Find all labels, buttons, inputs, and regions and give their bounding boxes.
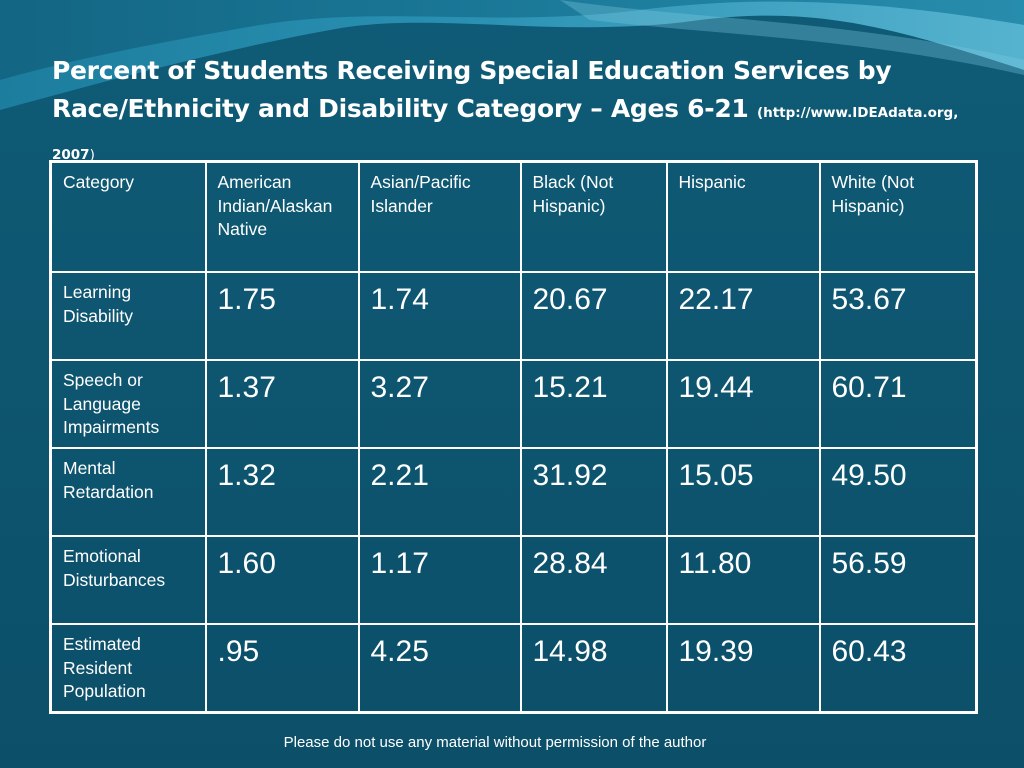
value-cell: 20.67 <box>519 271 668 361</box>
value-cell: 1.75 <box>204 271 360 361</box>
value-cell: 1.17 <box>357 535 522 625</box>
header-cell: Asian/Pacific Islander <box>357 160 522 273</box>
header-cell: Hispanic <box>665 160 821 273</box>
category-cell: Speech or Language Impairments <box>49 359 207 449</box>
value-cell: 15.21 <box>519 359 668 449</box>
value-cell: 28.84 <box>519 535 668 625</box>
header-cell: American Indian/Alaskan Native <box>204 160 360 273</box>
category-cell: Emotional Disturbances <box>49 535 207 625</box>
table-row: Mental Retardation 1.32 2.21 31.92 15.05… <box>49 447 978 537</box>
header-wave-light <box>0 0 1024 110</box>
footer-note: Please do not use any material without p… <box>283 734 707 751</box>
value-cell: 19.39 <box>665 623 821 714</box>
value-cell: 15.05 <box>665 447 821 537</box>
title-source: (http://www.IDEAdata.org, 2007) <box>52 105 959 163</box>
value-cell: 1.37 <box>204 359 360 449</box>
value-cell: 1.60 <box>204 535 360 625</box>
header-wave-highlight <box>560 0 1024 75</box>
value-cell: 19.44 <box>665 359 821 449</box>
header-wave-dark <box>0 0 1024 80</box>
table-row: Speech or Language Impairments 1.37 3.27… <box>49 359 978 449</box>
value-cell: 2.21 <box>357 447 522 537</box>
value-cell: 60.43 <box>818 623 978 714</box>
category-cell: Learning Disability <box>49 271 207 361</box>
header-row: Category American Indian/Alaskan Native … <box>49 160 978 273</box>
category-cell: Estimated Resident Population <box>49 623 207 714</box>
header-cell: Category <box>49 160 207 273</box>
value-cell: 1.32 <box>204 447 360 537</box>
title-main: Percent of Students Receiving Special Ed… <box>52 56 892 123</box>
data-table: Category American Indian/Alaskan Native … <box>49 160 978 714</box>
table-row: Estimated Resident Population .95 4.25 1… <box>49 623 978 714</box>
value-cell: 4.25 <box>357 623 522 714</box>
value-cell: 3.27 <box>357 359 522 449</box>
value-cell: 11.80 <box>665 535 821 625</box>
value-cell: 31.92 <box>519 447 668 537</box>
header-cell: Black (Not Hispanic) <box>519 160 668 273</box>
value-cell: 53.67 <box>818 271 978 361</box>
value-cell: 1.74 <box>357 271 522 361</box>
value-cell: 22.17 <box>665 271 821 361</box>
value-cell: 49.50 <box>818 447 978 537</box>
value-cell: 14.98 <box>519 623 668 714</box>
category-cell: Mental Retardation <box>49 447 207 537</box>
value-cell: 60.71 <box>818 359 978 449</box>
slide-title: Percent of Students Receiving Special Ed… <box>52 52 982 174</box>
title-source-url: http://www.IDEAdata.org, 2007 <box>52 105 959 163</box>
value-cell: .95 <box>204 623 360 714</box>
value-cell: 56.59 <box>818 535 978 625</box>
table-row: Emotional Disturbances 1.60 1.17 28.84 1… <box>49 535 978 625</box>
header-cell: White (Not Hispanic) <box>818 160 978 273</box>
table-row: Learning Disability 1.75 1.74 20.67 22.1… <box>49 271 978 361</box>
